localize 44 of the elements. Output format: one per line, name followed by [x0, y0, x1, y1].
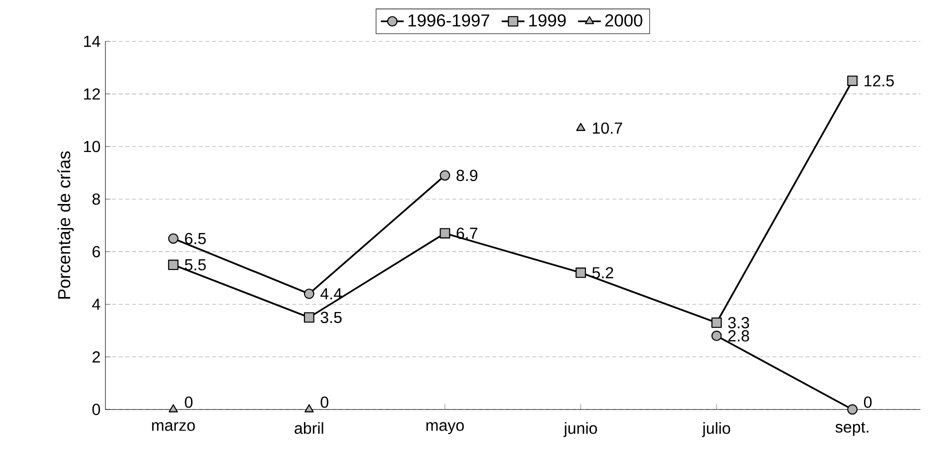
data-label: 0 — [184, 396, 193, 408]
point — [304, 404, 314, 412]
y-tick-label: 2 — [92, 351, 100, 363]
x-tick-label: junio — [563, 422, 597, 438]
y-tick-label: 4 — [92, 298, 100, 310]
point — [168, 404, 178, 412]
y-tick-label: 14 — [84, 36, 100, 47]
point — [168, 260, 178, 270]
point — [440, 170, 450, 181]
y-axis-title: Porcentaje de crías — [57, 151, 74, 299]
data-label: 3.3 — [728, 317, 750, 328]
x-tick-label: marzo — [152, 422, 195, 432]
point — [847, 404, 858, 415]
x-tick-label: julio — [702, 422, 730, 438]
data-label: 4.4 — [320, 288, 342, 300]
x-tick-label: abril — [294, 422, 324, 434]
point — [576, 123, 586, 132]
data-label: 2.8 — [728, 330, 750, 342]
y-tick-label: 6 — [92, 246, 100, 258]
point — [711, 330, 722, 342]
point — [847, 76, 858, 86]
point — [440, 228, 450, 239]
point — [168, 233, 178, 244]
data-label: 3.5 — [320, 312, 342, 324]
data-label: 10.7 — [592, 122, 622, 134]
data-label: 6.5 — [185, 232, 206, 244]
legend-label: 1996-1997 — [408, 14, 490, 27]
data-label: 12.5 — [864, 75, 894, 87]
legend-label: 2000 — [605, 14, 642, 27]
x-tick-label: mayo — [426, 422, 464, 434]
y-tick-label: 12 — [84, 88, 100, 100]
y-tick-label: 8 — [92, 194, 100, 205]
point — [711, 318, 722, 328]
y-tick-label: 0 — [92, 404, 100, 416]
point — [576, 268, 586, 278]
point — [304, 312, 314, 323]
y-tick-label: 10 — [84, 140, 100, 152]
data-label: 0 — [320, 396, 328, 408]
point — [304, 288, 314, 300]
legend-label: 1999 — [529, 14, 566, 27]
data-label: 8.9 — [456, 170, 478, 182]
data-label: 0 — [864, 396, 872, 408]
x-tick-label: sept. — [836, 422, 868, 436]
data-label: 5.5 — [184, 259, 206, 271]
